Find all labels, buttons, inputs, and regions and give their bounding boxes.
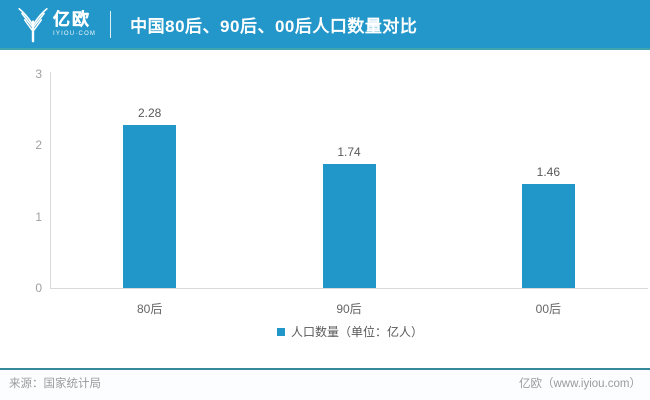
- x-category-label: 80后: [136, 302, 163, 316]
- iyiou-sheaf-logo-icon: [18, 7, 48, 42]
- bar-value-label: 2.28: [137, 106, 162, 121]
- source-text: 来源：国家统计局: [9, 378, 101, 390]
- brand-credit: 亿欧（www.iyiou.com）: [518, 378, 641, 390]
- x-category-label: 90后: [336, 302, 362, 316]
- y-tick-label: 2: [35, 138, 42, 153]
- header-divider: [110, 10, 112, 38]
- logo-name: 亿欧: [53, 10, 91, 29]
- x-axis-line: [50, 288, 648, 289]
- logo-domain: IYIOU·COM: [53, 31, 97, 37]
- brand-logo: 亿欧 IYIOU·COM: [18, 6, 96, 43]
- bar-value-label: 1.74: [337, 144, 361, 159]
- footer-bar: 来源：国家统计局 亿欧（www.iyiou.com）: [0, 368, 650, 400]
- page-title: 中国80后、90后、00后人口数量对比: [130, 16, 418, 36]
- chart-legend: 人口数量（单位：亿人）: [50, 323, 650, 340]
- x-category-label: 00后: [535, 302, 561, 316]
- legend-swatch: [276, 327, 285, 336]
- header-bar: 亿欧 IYIOU·COM 中国80后、90后、00后人口数量对比: [0, 0, 650, 50]
- bar-value-label: 1.46: [536, 164, 560, 179]
- logo-text: 亿欧 IYIOU·COM: [53, 11, 96, 37]
- bar: [521, 183, 575, 288]
- y-tick-label: 3: [35, 67, 42, 81]
- y-tick-label: 1: [35, 209, 42, 224]
- bar: [322, 163, 376, 288]
- y-tick-label: 0: [35, 281, 42, 295]
- bar: [123, 125, 177, 288]
- y-axis-line: [50, 72, 51, 288]
- legend-label: 人口数量（单位：亿人）: [290, 325, 423, 339]
